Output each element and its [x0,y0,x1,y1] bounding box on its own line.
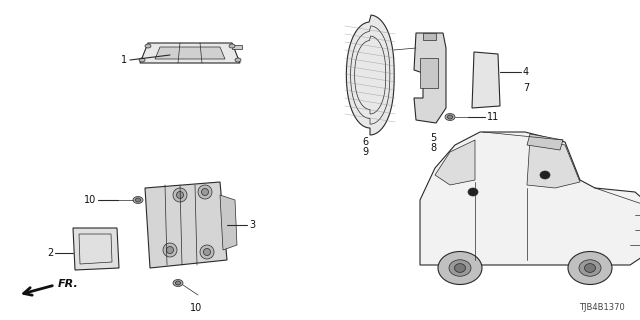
Text: 10: 10 [190,303,202,313]
Ellipse shape [584,264,595,272]
Ellipse shape [136,198,141,202]
Ellipse shape [200,245,214,259]
Ellipse shape [175,281,180,285]
Polygon shape [140,43,240,63]
Ellipse shape [166,246,173,253]
Ellipse shape [133,196,143,204]
Text: FR.: FR. [58,279,79,289]
Ellipse shape [198,185,212,199]
Ellipse shape [229,44,235,48]
Ellipse shape [454,264,465,272]
Polygon shape [420,132,640,265]
Polygon shape [145,182,227,268]
Polygon shape [423,33,436,40]
Text: TJB4B1370: TJB4B1370 [579,303,625,312]
Ellipse shape [579,260,601,276]
Ellipse shape [177,191,184,198]
Text: 6: 6 [362,137,368,147]
Polygon shape [472,52,500,108]
Text: 3: 3 [249,220,255,230]
Ellipse shape [449,260,471,276]
Text: 2: 2 [47,248,53,258]
Polygon shape [73,228,119,270]
Ellipse shape [540,171,550,179]
Polygon shape [414,33,446,123]
Ellipse shape [202,188,209,196]
Ellipse shape [445,114,455,121]
Ellipse shape [468,188,478,196]
Ellipse shape [163,243,177,257]
Ellipse shape [139,58,145,62]
Polygon shape [232,45,242,49]
Polygon shape [346,15,394,135]
Text: 5: 5 [430,133,436,143]
Text: 10: 10 [84,195,96,205]
Polygon shape [220,195,237,250]
Polygon shape [155,47,225,59]
Text: 8: 8 [430,143,436,153]
Polygon shape [527,134,563,150]
Polygon shape [420,58,438,88]
Ellipse shape [173,188,187,202]
Ellipse shape [438,252,482,284]
Text: 7: 7 [523,83,529,93]
Text: 4: 4 [523,67,529,77]
Ellipse shape [145,44,151,48]
Polygon shape [527,138,580,188]
Ellipse shape [447,115,452,119]
Text: 11: 11 [487,112,499,122]
Polygon shape [435,140,475,185]
Ellipse shape [235,58,241,62]
Ellipse shape [204,249,211,255]
Text: 9: 9 [362,147,368,157]
Ellipse shape [568,252,612,284]
Text: 1: 1 [121,55,127,65]
Ellipse shape [173,279,183,286]
